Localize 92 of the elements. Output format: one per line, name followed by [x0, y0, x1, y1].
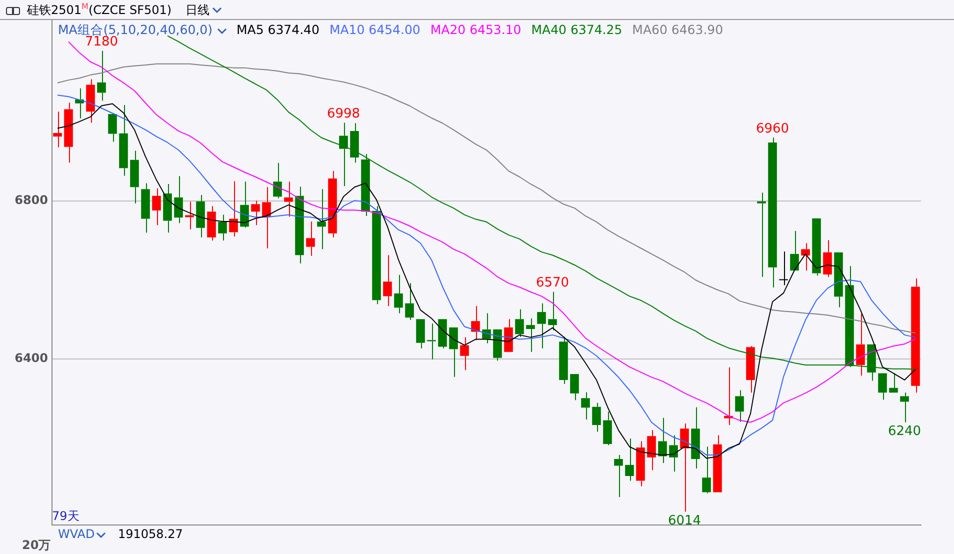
candlestick — [889, 372, 898, 393]
candlestick — [680, 422, 689, 512]
candlestick — [603, 411, 612, 446]
candlestick — [691, 406, 700, 469]
candlestick — [218, 214, 227, 241]
candlestick — [537, 302, 546, 349]
candlestick — [438, 319, 447, 349]
text: 20万 — [22, 537, 51, 554]
candlestick — [460, 336, 469, 371]
candlestick — [669, 434, 678, 472]
candlestick — [240, 181, 249, 228]
candlestick — [141, 182, 150, 234]
candlestick — [702, 446, 711, 494]
candlestick — [328, 170, 337, 238]
candlestick — [449, 327, 458, 378]
candlestick — [548, 291, 557, 331]
candlestick — [515, 308, 524, 338]
text: MA60 6463.90 — [632, 22, 724, 39]
candlestick — [746, 346, 755, 394]
text: MA10 6454.00 — [329, 22, 420, 39]
candlestick — [119, 104, 128, 176]
annotation: 79天 — [52, 508, 80, 525]
candlestick — [185, 201, 194, 230]
candlestick — [801, 242, 810, 272]
candlestick — [614, 454, 623, 498]
candlestick — [262, 186, 271, 249]
candlestick — [790, 230, 799, 271]
candlestick — [97, 50, 106, 102]
candlestick — [911, 278, 920, 394]
annotation: 6998 — [326, 106, 360, 122]
candlestick — [482, 312, 491, 344]
candlestick — [284, 181, 293, 218]
candlestick — [504, 318, 513, 352]
candlestick — [658, 417, 667, 464]
candlestick — [273, 162, 282, 199]
candlestick — [196, 194, 205, 238]
text: 191058.27 — [118, 527, 183, 541]
candlestick — [317, 188, 326, 250]
candlestick — [350, 122, 359, 164]
text: MA20 6453.10 — [430, 22, 522, 39]
candlestick — [647, 430, 656, 471]
candlestick — [163, 183, 172, 234]
candlestick — [372, 206, 381, 305]
annotation: 7180 — [84, 34, 118, 50]
annotation: 6014 — [668, 513, 702, 528]
candlestick — [778, 251, 788, 286]
annotation: 6570 — [536, 276, 570, 291]
candlestick — [570, 374, 579, 401]
candlestick — [295, 186, 304, 264]
candlestick — [394, 274, 403, 314]
candlestick — [493, 329, 502, 362]
annotation: 6240 — [888, 424, 922, 440]
chart-subtitle: 日线 — [186, 2, 210, 19]
candlestick — [592, 402, 601, 432]
candlestick — [361, 153, 370, 216]
candlestick — [878, 373, 887, 400]
text: MA5 6374.40 — [236, 22, 320, 39]
candlestick — [416, 319, 425, 349]
candlestick — [900, 392, 909, 423]
text: WVAD — [58, 527, 95, 541]
candlestick — [713, 434, 722, 492]
text: MA40 6374.25 — [531, 22, 622, 39]
candlestick — [405, 282, 414, 320]
candlestick — [64, 102, 73, 164]
candlestick — [383, 254, 392, 307]
legend-title: MA组合(5,10,20,40,60,0) — [58, 22, 214, 37]
candlestick — [757, 192, 766, 278]
candlestick — [471, 306, 480, 341]
candlestick — [130, 150, 139, 204]
candlestick — [636, 440, 645, 487]
y-tick-label: 6400 — [14, 351, 48, 366]
chart-title: 硅铁2501$^{M}$(CZCE SF501) — [27, 2, 172, 19]
candlestick — [306, 221, 315, 256]
candlestick — [86, 78, 95, 124]
candlestick — [856, 313, 865, 376]
candlestick — [53, 111, 62, 148]
candlestick — [427, 322, 436, 360]
candlestick — [581, 392, 590, 420]
candlestick — [339, 122, 348, 186]
candlestick — [229, 180, 238, 238]
candlestick — [735, 390, 744, 422]
candlestick — [768, 137, 777, 288]
y-tick-label: 6800 — [14, 193, 48, 208]
candlestick — [251, 200, 260, 226]
candlestick — [174, 176, 183, 224]
candlestick — [625, 438, 634, 482]
candlestick — [207, 206, 216, 241]
candlestick — [526, 318, 535, 352]
candlestick — [823, 240, 832, 278]
candlestick — [152, 188, 161, 226]
annotation: 6960 — [756, 122, 790, 137]
candlestick — [845, 266, 854, 368]
